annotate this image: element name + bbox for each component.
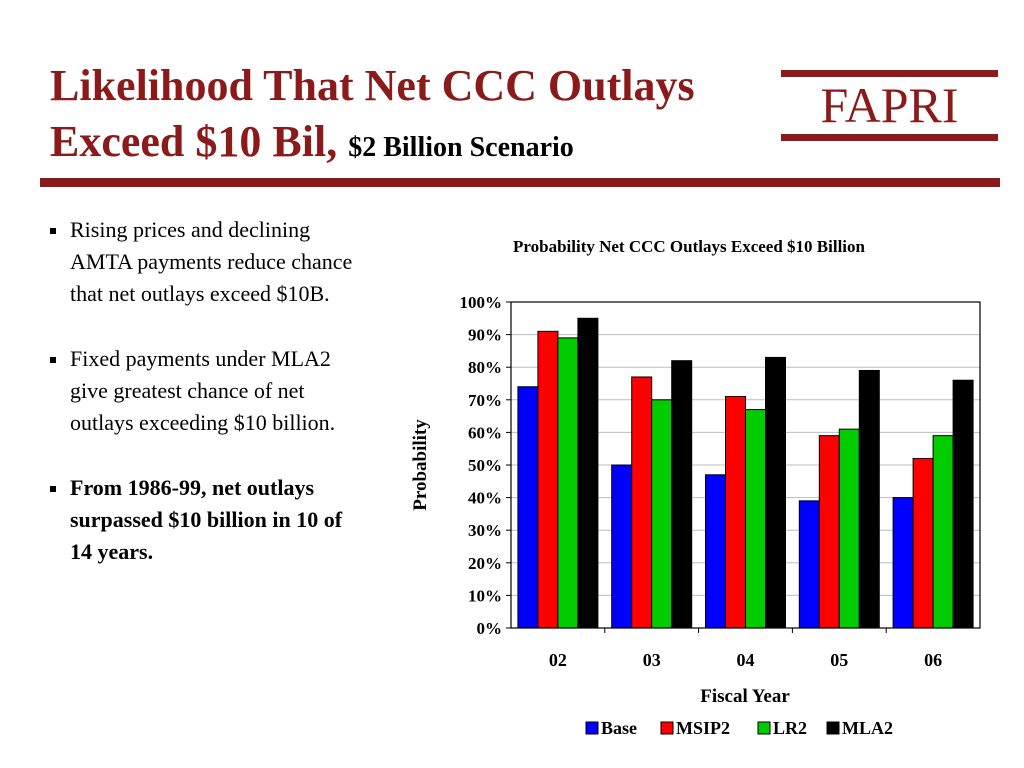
bar-msip2-03 (631, 376, 653, 629)
legend: Base MSIP2 LR2 MLA2 (585, 718, 893, 738)
logo-bottom-bar (781, 134, 998, 141)
title-subtitle: $2 Billion Scenario (348, 132, 574, 163)
bar-lr2-05 (838, 428, 860, 629)
y-tick-label: 90% (468, 326, 502, 345)
bullet-marker (50, 357, 56, 363)
bar-mla2-06 (952, 379, 974, 629)
bar-msip2-06 (912, 457, 934, 629)
bar-mla2-04 (765, 356, 786, 629)
bullet-text: Rising prices and declining AMTA payment… (70, 217, 353, 306)
title-line-2: Exceed $10 Bil, (50, 117, 338, 166)
y-tick-label: 70% (468, 391, 502, 410)
bullet-item: Rising prices and declining AMTA payment… (48, 214, 368, 310)
y-axis-label: Probability (410, 419, 431, 511)
title-line-1: Likelihood That Net CCC Outlays (50, 61, 695, 110)
bullet-item: Fixed payments under MLA2 give greatest … (48, 343, 368, 439)
bar-msip2-04 (725, 396, 746, 629)
y-tick-label: 10% (468, 586, 502, 605)
x-tick-label: 04 (737, 650, 755, 670)
bullet-item: From 1986-99, net outlays surpassed $10 … (48, 472, 368, 568)
bars (517, 317, 974, 629)
bar-lr2-04 (745, 409, 766, 629)
fapri-logo: FAPRI (781, 70, 998, 142)
bullet-marker (50, 228, 56, 234)
y-tick-label: 0% (477, 619, 503, 638)
logo-top-bar (781, 70, 998, 77)
bullet-list: Rising prices and declining AMTA payment… (48, 214, 368, 601)
chart-title: Probability Net CCC Outlays Exceed $10 B… (513, 237, 866, 256)
title-divider (40, 178, 1000, 187)
bar-mla2-05 (858, 369, 880, 629)
y-tick-label: 30% (468, 521, 502, 540)
bar-lr2-06 (932, 435, 954, 629)
legend-swatch-msip2 (660, 721, 674, 735)
x-tick-label: 02 (549, 650, 567, 670)
bar-msip2-05 (818, 435, 840, 629)
bar-base-04 (705, 474, 726, 629)
bar-base-02 (517, 386, 539, 629)
x-axis-ticks: 02 03 04 05 06 (549, 628, 942, 670)
x-tick-label: 06 (924, 650, 942, 670)
legend-label-mla2: MLA2 (842, 718, 893, 738)
logo-text: FAPRI (820, 77, 959, 133)
bullet-text: From 1986-99, net outlays surpassed $10 … (70, 475, 343, 564)
y-tick-label: 40% (468, 489, 502, 508)
slide-title: Likelihood That Net CCC Outlays Exceed $… (50, 58, 695, 176)
y-tick-label: 80% (468, 358, 502, 377)
bar-mla2-03 (671, 360, 693, 629)
bar-base-03 (611, 464, 633, 629)
y-axis-ticks: 0% 10% 20% 30% 40% 50% 60% 70% 80% 90% 100% (460, 293, 511, 638)
y-tick-label: 50% (468, 456, 502, 475)
bar-lr2-03 (651, 399, 673, 629)
legend-swatch-lr2 (757, 721, 771, 735)
y-tick-label: 60% (468, 423, 502, 442)
legend-swatch-mla2 (826, 721, 840, 735)
bar-lr2-02 (557, 337, 579, 629)
bar-base-05 (798, 500, 820, 629)
bullet-marker (50, 486, 56, 492)
bullet-text: Fixed payments under MLA2 give greatest … (70, 346, 336, 435)
bar-base-06 (892, 497, 914, 629)
legend-label-msip2: MSIP2 (676, 718, 730, 738)
legend-label-lr2: LR2 (773, 718, 807, 738)
legend-label-base: Base (601, 718, 637, 738)
x-axis-label: Fiscal Year (700, 686, 790, 707)
x-tick-label: 03 (643, 650, 661, 670)
legend-swatch-base (585, 721, 599, 735)
y-tick-label: 20% (468, 554, 502, 573)
x-tick-label: 05 (830, 650, 848, 670)
y-tick-label: 100% (460, 293, 503, 312)
bar-mla2-02 (577, 317, 599, 629)
bar-msip2-02 (537, 330, 559, 629)
